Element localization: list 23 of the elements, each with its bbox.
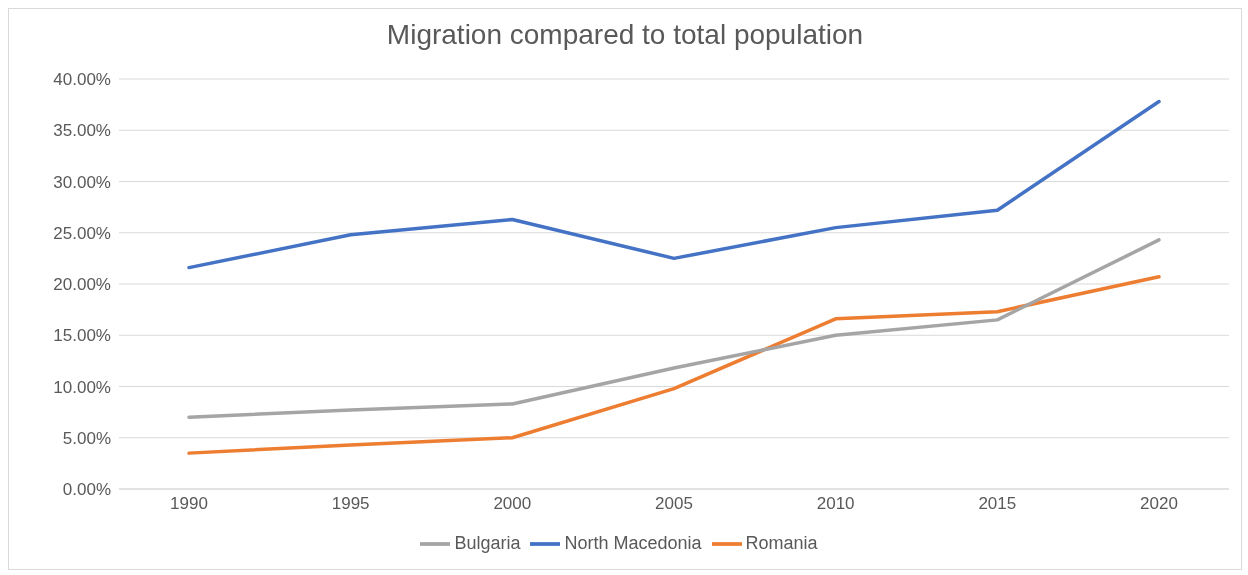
y-tick-label: 40.00% (53, 70, 111, 90)
x-tick-label: 2005 (655, 494, 693, 514)
chart-title: Migration compared to total population (385, 18, 865, 52)
y-tick-label: 10.00% (53, 377, 111, 397)
y-tick-label: 0.00% (62, 480, 111, 500)
line-series (187, 275, 1161, 455)
y-tick-label: 20.00% (53, 275, 111, 295)
y-tick-label: 15.00% (53, 326, 111, 346)
x-tick-label: 1990 (170, 494, 208, 514)
legend-label: Bulgaria (454, 532, 521, 553)
y-tick-label: 5.00% (62, 428, 111, 448)
x-tick-label: 1995 (331, 494, 370, 514)
y-tick-label: 25.00% (53, 223, 111, 243)
legend-label: Romania (745, 532, 818, 553)
line-series (187, 238, 1161, 419)
x-tick-label: 2000 (493, 494, 532, 514)
x-tick-label: 2010 (816, 494, 855, 514)
y-tick-label: 35.00% (53, 121, 111, 141)
y-tick-label: 30.00% (53, 172, 111, 192)
line-series (187, 99, 1161, 270)
x-tick-label: 2020 (1140, 494, 1178, 514)
legend-label: North Macedonia (564, 532, 702, 553)
x-tick-label: 2015 (978, 494, 1017, 514)
